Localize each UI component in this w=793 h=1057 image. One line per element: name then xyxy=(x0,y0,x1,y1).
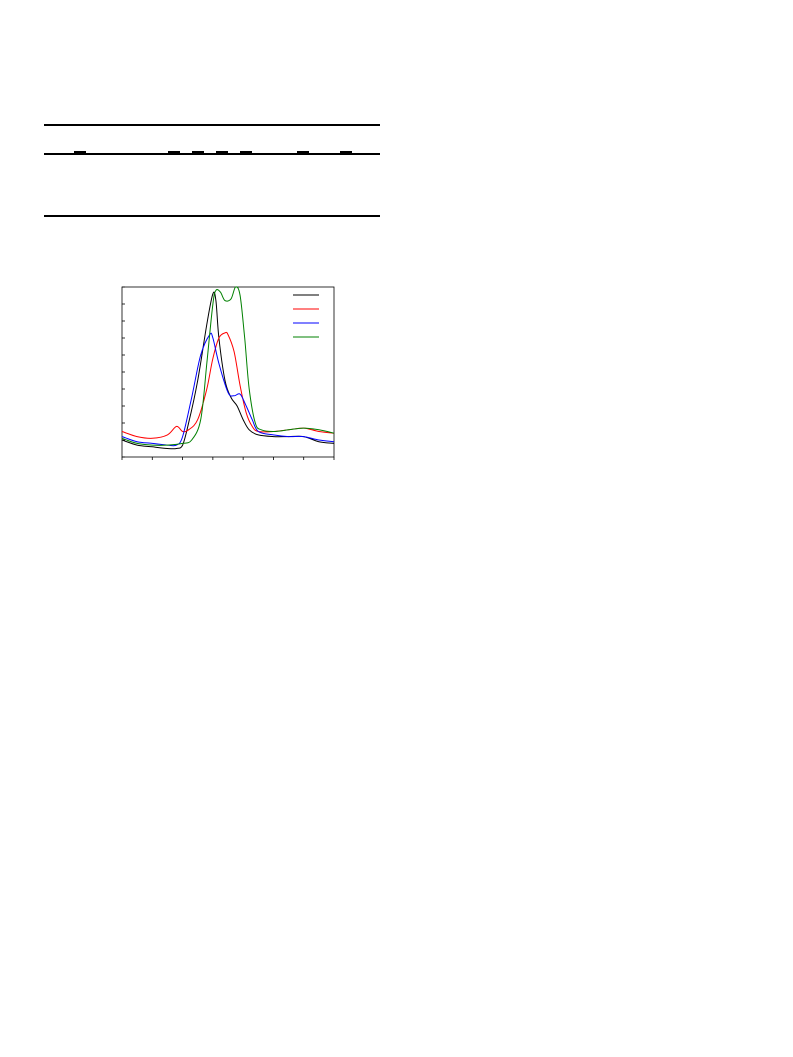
series-line-3 xyxy=(121,332,335,447)
table-header-rule xyxy=(44,153,380,155)
series-line-2 xyxy=(121,331,335,439)
table-header-tick xyxy=(168,151,180,155)
series-lines xyxy=(121,286,335,450)
plot-frame xyxy=(121,286,335,458)
series-line-1 xyxy=(121,291,335,450)
legend xyxy=(293,294,319,338)
table-top-rule xyxy=(44,124,380,126)
table-header-tick xyxy=(216,151,228,155)
table-bottom-rule xyxy=(44,215,380,217)
series-line-4 xyxy=(121,286,335,446)
table-header-tick xyxy=(340,151,352,155)
x-axis-ticks xyxy=(121,457,335,460)
spectrum-chart xyxy=(121,286,335,460)
table-header-tick xyxy=(297,151,309,155)
table-header-tick xyxy=(192,151,204,155)
table-header-tick xyxy=(240,151,252,155)
table-header-tick xyxy=(74,151,86,155)
